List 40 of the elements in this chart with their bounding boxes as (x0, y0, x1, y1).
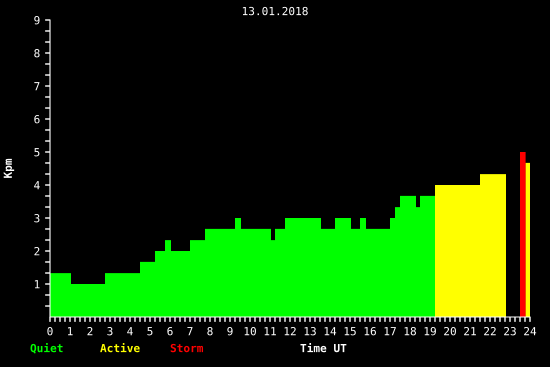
x-tick-label: 8 (207, 326, 213, 336)
x-tick-label: 1 (68, 327, 73, 336)
x-tick-label: 23 (504, 326, 516, 336)
x-tick-label: 10 (244, 326, 256, 336)
x-tick-label: 12 (284, 326, 296, 336)
text: Active (100, 343, 140, 352)
x-tick-label: 24 (524, 326, 536, 336)
x-tick-label: 20 (444, 326, 456, 336)
text: Quiet (30, 343, 63, 354)
y-tick-label: 7 (34, 82, 40, 90)
x-tick-label: 17 (384, 327, 396, 336)
y-tick-label: 6 (34, 115, 40, 124)
y-tick-label: 3 (34, 214, 40, 222)
y-tick-label: 2 (34, 247, 40, 256)
x-axis-title: Time UT (300, 343, 346, 352)
x-tick-label: 18 (404, 326, 416, 336)
x-tick-label: 16 (364, 326, 376, 336)
x-tick-label: 7 (187, 327, 193, 336)
x-tick-label: 4 (127, 327, 133, 336)
y-axis-title: Kpm (4, 158, 14, 178)
text: Storm (170, 344, 204, 352)
x-tick-label: 5 (147, 327, 152, 336)
x-tick-label: 21 (464, 326, 476, 336)
x-tick-label: 6 (167, 326, 173, 336)
chart-title: 13.01.2018 (242, 6, 308, 16)
x-tick-label: 14 (324, 327, 336, 336)
y-tick-label: 4 (34, 181, 40, 190)
x-tick-label: 11 (264, 327, 276, 336)
y-tick-label: 5 (34, 148, 40, 156)
x-tick-label: 13 (304, 326, 316, 336)
x-tick-label: 3 (107, 326, 113, 336)
x-tick-label: 19 (424, 326, 436, 336)
x-tick-label: 15 (344, 327, 356, 336)
x-tick-label: 9 (227, 326, 233, 336)
y-tick-label: 8 (34, 49, 40, 58)
x-tick-label: 22 (484, 326, 496, 336)
y-tick-label: 9 (34, 16, 40, 24)
x-tick-label: 0 (47, 326, 53, 336)
x-tick-label: 2 (87, 326, 92, 336)
y-tick-label: 1 (34, 280, 40, 288)
